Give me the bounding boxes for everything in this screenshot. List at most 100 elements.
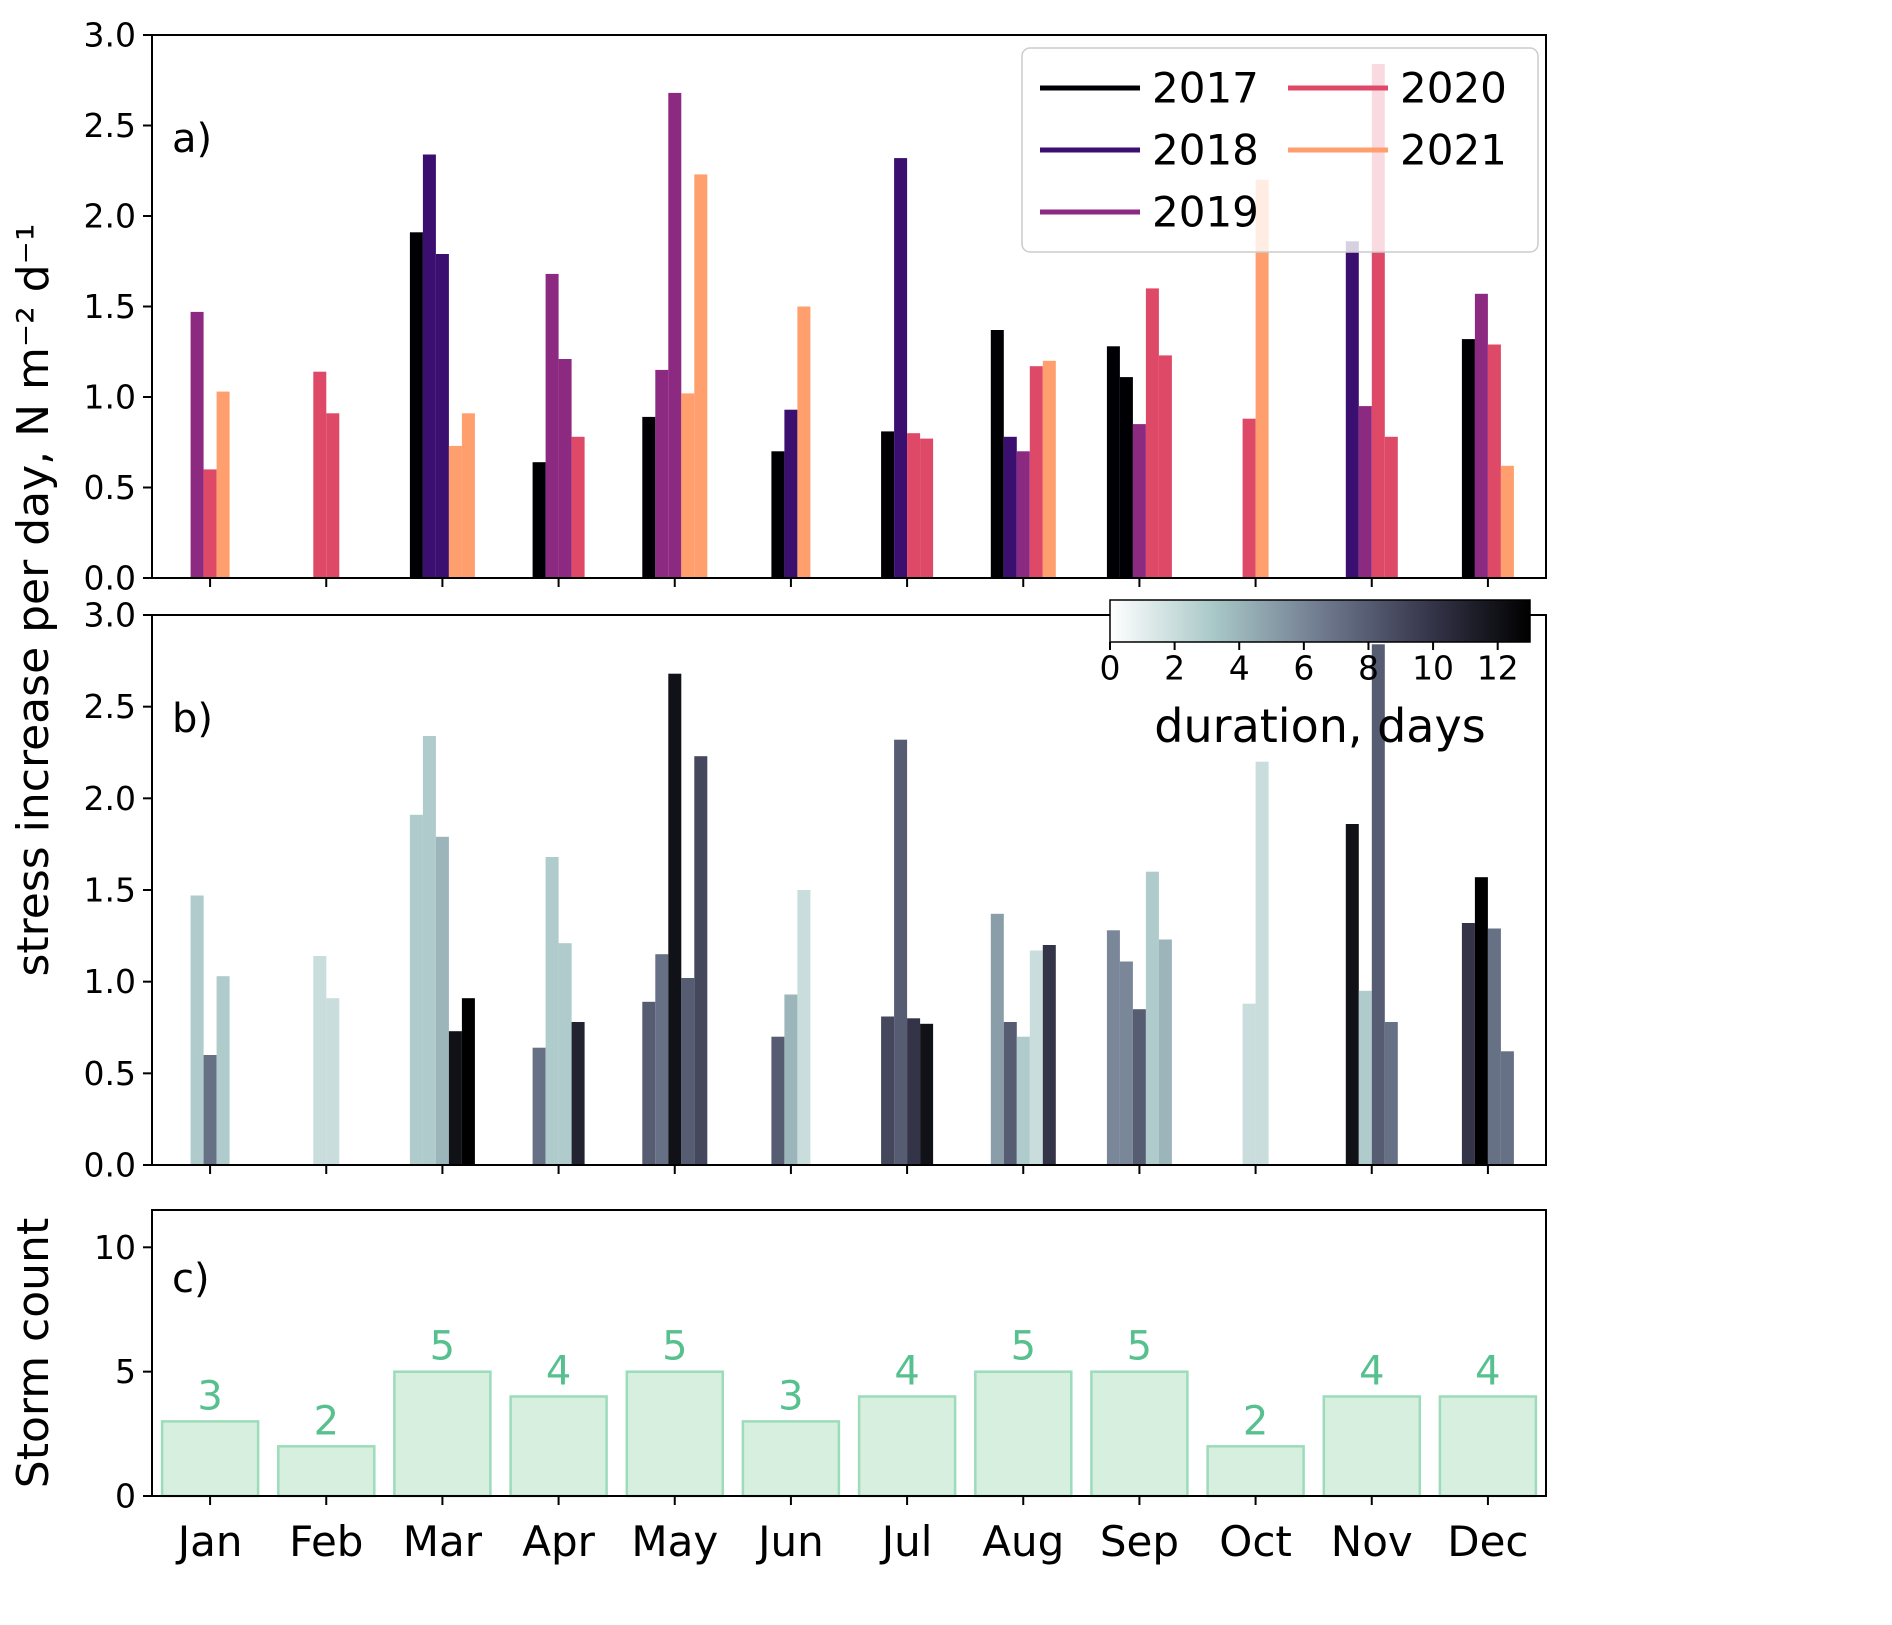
storm-bar-duration bbox=[1106, 930, 1120, 1165]
storm-bar-duration bbox=[1132, 1009, 1146, 1165]
y-tick-label: 3.0 bbox=[84, 16, 136, 55]
y-tick-label: 0.5 bbox=[84, 468, 136, 507]
y-tick-label: 0.0 bbox=[84, 1146, 136, 1185]
colorbar-label: duration, days bbox=[1154, 699, 1485, 753]
storm-bar-year bbox=[545, 273, 559, 578]
storm-bar-year bbox=[1106, 346, 1120, 578]
storm-bar-year bbox=[532, 462, 546, 578]
storm-bar-duration bbox=[216, 976, 230, 1165]
storm-bar-year bbox=[881, 431, 895, 578]
storm-bar-duration bbox=[668, 673, 682, 1165]
legend-entry-label: 2020 bbox=[1400, 64, 1507, 113]
storm-count-bar bbox=[1438, 1395, 1538, 1498]
storm-bar-year bbox=[313, 371, 327, 578]
legend-entry-label: 2017 bbox=[1152, 64, 1259, 113]
storm-bar-year bbox=[1145, 288, 1159, 578]
storm-bar-duration bbox=[461, 998, 475, 1165]
storm-bar-year bbox=[797, 306, 811, 578]
storm-bar-year bbox=[642, 416, 656, 578]
storm-bar-duration bbox=[797, 890, 811, 1165]
storm-count-value: 4 bbox=[1475, 1349, 1500, 1395]
storm-count-value: 2 bbox=[1243, 1398, 1268, 1444]
y-tick-label: 2.0 bbox=[84, 779, 136, 818]
panel-a-letter: a) bbox=[172, 116, 212, 162]
colorbar-tick-label: 8 bbox=[1358, 649, 1379, 688]
storm-count-value: 5 bbox=[1127, 1324, 1152, 1370]
storm-bar-duration bbox=[571, 1022, 585, 1165]
y-axis-label-storm-count: Storm count bbox=[8, 1218, 59, 1488]
storm-bar-duration bbox=[1029, 950, 1043, 1165]
storm-bar-duration bbox=[326, 998, 340, 1165]
storm-count-value: 3 bbox=[778, 1373, 803, 1419]
storm-bar-duration bbox=[1487, 928, 1501, 1165]
storm-bar-year bbox=[203, 469, 217, 578]
storm-bar-duration bbox=[894, 739, 908, 1165]
storm-bar-duration bbox=[1016, 1036, 1030, 1165]
storm-count-value: 5 bbox=[662, 1324, 687, 1370]
storm-count-value: 5 bbox=[430, 1324, 455, 1370]
storm-bar-year bbox=[326, 413, 340, 578]
panel-frame bbox=[151, 1209, 1547, 1497]
storm-bar-duration bbox=[532, 1047, 546, 1165]
month-label: Oct bbox=[1219, 1517, 1292, 1566]
y-tick-label: 0.5 bbox=[84, 1054, 136, 1093]
month-label: Apr bbox=[522, 1517, 595, 1566]
storm-bar-year bbox=[907, 433, 921, 578]
y-tick-label: 2.0 bbox=[84, 197, 136, 236]
storm-bar-duration bbox=[642, 1001, 656, 1165]
y-tick-label: 3.0 bbox=[84, 596, 136, 635]
month-label: Sep bbox=[1100, 1517, 1179, 1566]
storm-bar-year bbox=[990, 330, 1004, 578]
panel-b-letter: b) bbox=[172, 696, 213, 742]
y-tick-label: 1.5 bbox=[84, 287, 136, 326]
panel-c-letter: c) bbox=[172, 1256, 210, 1302]
storm-bar-year bbox=[681, 393, 695, 578]
storm-bar-duration bbox=[907, 1018, 921, 1165]
storm-bar-year bbox=[1016, 451, 1030, 578]
storm-count-bar bbox=[1322, 1395, 1422, 1498]
static-labels: stress increase per day, N m⁻² d⁻¹ Storm… bbox=[8, 116, 1486, 1488]
storm-bar-duration bbox=[558, 943, 572, 1165]
month-label: Aug bbox=[982, 1517, 1064, 1566]
storm-bar-duration bbox=[448, 1031, 462, 1165]
storm-bar-duration bbox=[1145, 871, 1159, 1165]
storm-bar-year bbox=[216, 391, 230, 578]
storm-bar-duration bbox=[1474, 877, 1488, 1165]
storm-bar-duration bbox=[1255, 761, 1269, 1165]
storm-count-bar bbox=[509, 1395, 608, 1498]
month-label: Jun bbox=[755, 1517, 824, 1566]
colorbar-tick-label: 12 bbox=[1477, 649, 1519, 688]
storm-bar-duration bbox=[1371, 644, 1385, 1165]
storm-bar-year bbox=[558, 359, 572, 578]
month-label: Jan bbox=[175, 1517, 243, 1566]
storm-count-bar bbox=[160, 1420, 260, 1498]
storm-bar-year bbox=[1474, 293, 1488, 578]
storm-bar-year bbox=[422, 154, 436, 578]
y-tick-label: 0 bbox=[115, 1477, 136, 1516]
storm-count-bar bbox=[1090, 1370, 1189, 1498]
month-label: Nov bbox=[1331, 1517, 1413, 1566]
storm-bar-year bbox=[571, 436, 585, 578]
storm-bar-year bbox=[190, 311, 204, 578]
storm-count-bar bbox=[1206, 1445, 1305, 1498]
colorbar-tick-label: 10 bbox=[1412, 649, 1454, 688]
storm-bar-year bbox=[1487, 344, 1501, 578]
storm-bar-duration bbox=[190, 895, 204, 1165]
storm-count-value: 4 bbox=[546, 1349, 571, 1395]
panel-frame bbox=[151, 614, 1547, 1166]
storm-bar-duration bbox=[681, 978, 695, 1165]
storm-count-value: 4 bbox=[1359, 1349, 1384, 1395]
storm-bar-year bbox=[1255, 179, 1269, 579]
storm-bar-year bbox=[461, 413, 475, 578]
storm-bar-duration bbox=[784, 994, 798, 1165]
y-tick-label: 5 bbox=[115, 1352, 136, 1391]
storm-bar-year bbox=[655, 369, 669, 578]
storm-bar-year bbox=[1132, 424, 1146, 578]
storm-count-bar bbox=[393, 1370, 492, 1498]
storm-bar-duration bbox=[1500, 1051, 1514, 1165]
storm-bar-year bbox=[1003, 436, 1017, 578]
storm-bar-duration bbox=[881, 1016, 895, 1165]
month-label: Jul bbox=[879, 1517, 933, 1566]
